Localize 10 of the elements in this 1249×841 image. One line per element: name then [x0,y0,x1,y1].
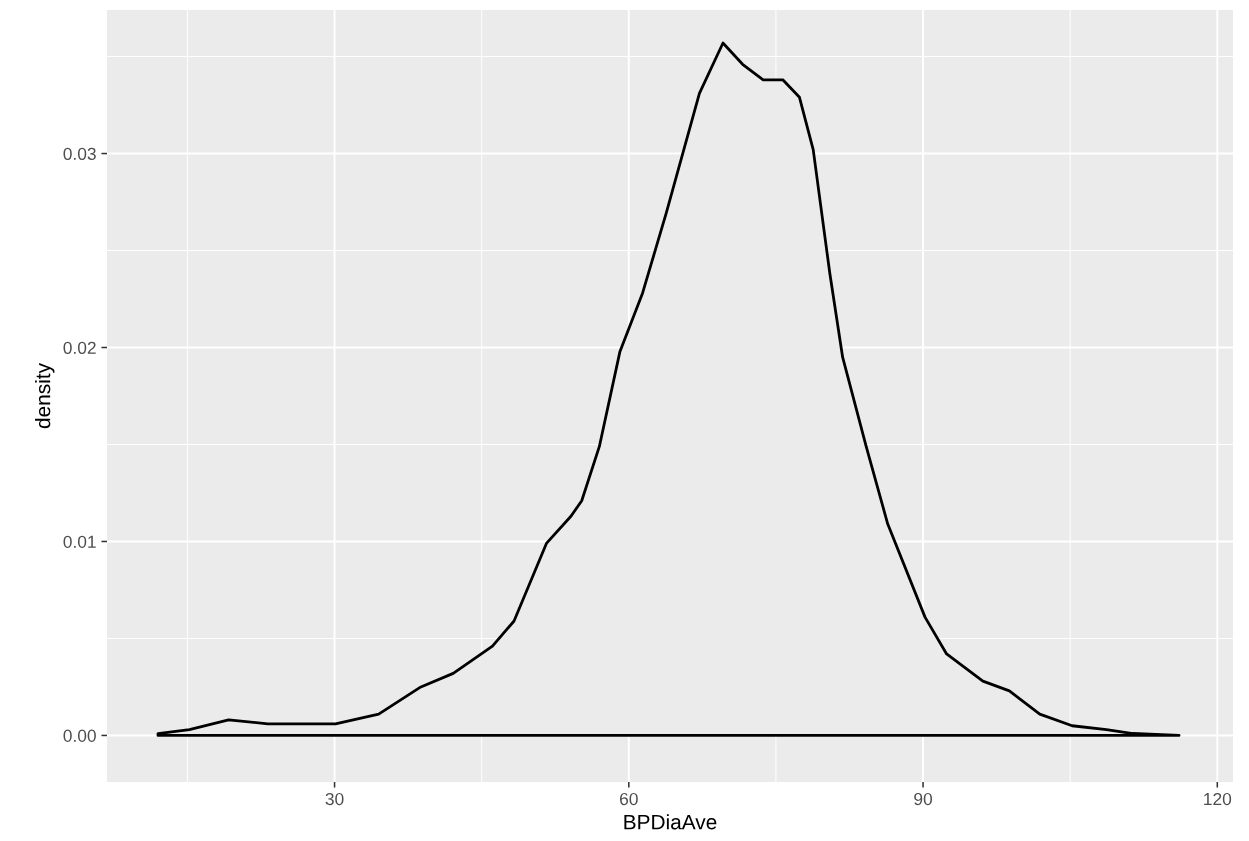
y-tick-label: 0.01 [63,535,96,548]
x-axis-title: BPDiaAve [624,814,717,830]
x-tick-label: 120 [1204,792,1232,806]
y-tick-label: 0.00 [63,729,96,742]
x-tick-label: 60 [620,792,638,806]
y-tick-label: 0.02 [63,341,96,354]
x-tick-label: 30 [325,792,344,806]
y-axis-title: density [35,363,55,429]
x-tick-label: 90 [914,792,933,806]
y-tick-label: 0.03 [63,147,96,160]
